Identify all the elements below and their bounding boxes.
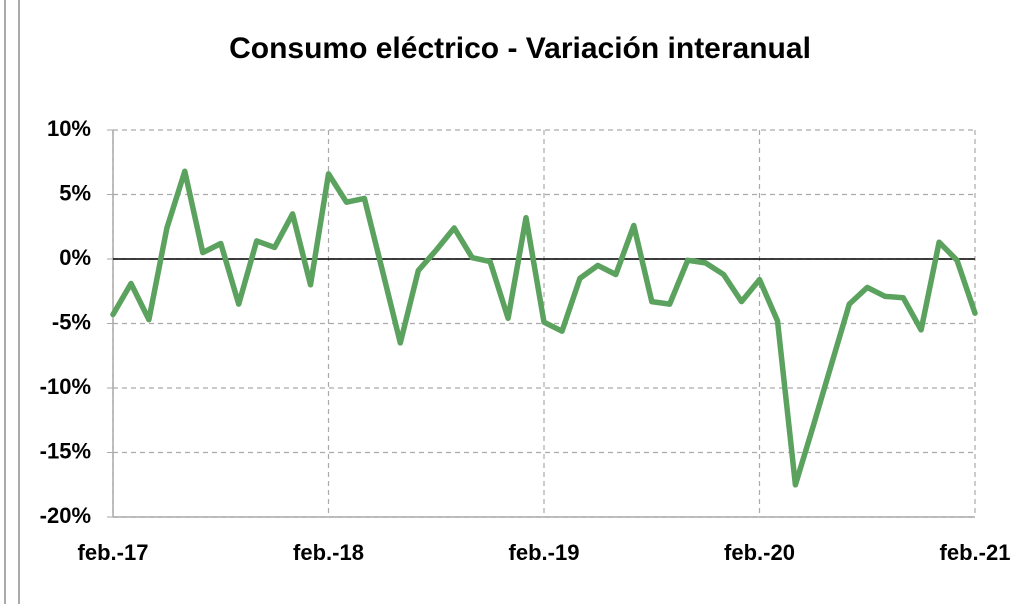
x-tick-label: feb.-18 xyxy=(293,540,364,565)
y-tick-label: -5% xyxy=(52,309,91,334)
y-tick-label: 0% xyxy=(59,245,91,270)
y-tick-label: -15% xyxy=(40,438,91,463)
y-tick-label: -10% xyxy=(40,374,91,399)
chart-title: Consumo eléctrico - Variación interanual xyxy=(229,32,811,65)
x-tick-label: feb.-21 xyxy=(940,540,1011,565)
x-tick-label: feb.-19 xyxy=(509,540,580,565)
y-tick-label: 10% xyxy=(47,116,91,141)
x-tick-label: feb.-17 xyxy=(78,540,149,565)
y-tick-label: -20% xyxy=(40,503,91,528)
x-tick-label: feb.-20 xyxy=(724,540,795,565)
y-tick-label: 5% xyxy=(59,180,91,205)
data-line xyxy=(110,168,978,488)
